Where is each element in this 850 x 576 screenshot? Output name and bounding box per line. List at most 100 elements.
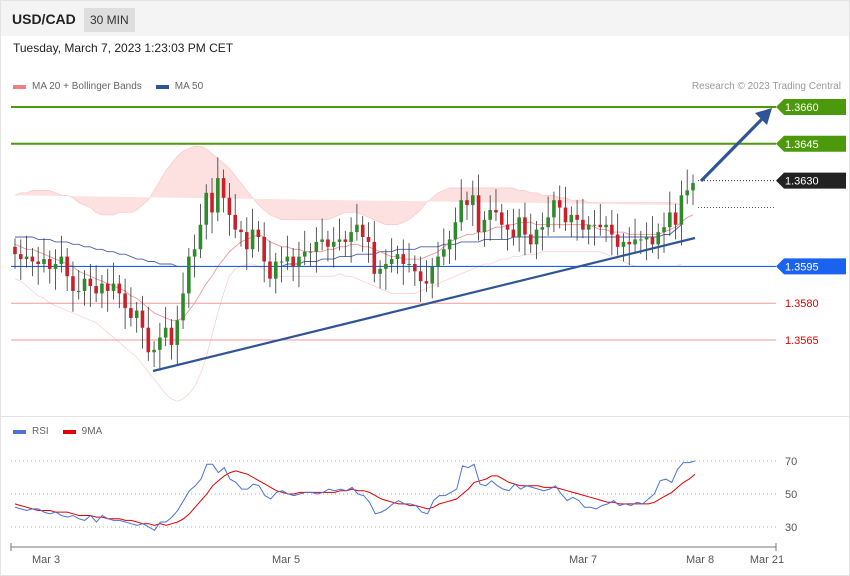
- candle-body: [42, 259, 46, 264]
- candle: [610, 210, 614, 256]
- candle: [436, 241, 440, 288]
- candle-body: [673, 212, 678, 225]
- candle: [476, 174, 481, 241]
- header-bar: USD/CAD 30 MIN: [1, 1, 849, 36]
- candle: [563, 186, 568, 231]
- level-tag-2: [776, 172, 846, 189]
- candle: [210, 178, 214, 234]
- candle: [482, 211, 487, 247]
- bollinger-lower-line: [14, 251, 682, 402]
- candle-body: [604, 224, 608, 228]
- candle: [65, 248, 69, 291]
- candle: [47, 250, 52, 284]
- candle-body: [662, 227, 666, 233]
- candle-body: [53, 263, 58, 269]
- candle-body: [24, 256, 29, 260]
- candle-body: [297, 256, 301, 267]
- candle: [546, 196, 550, 236]
- candle: [378, 260, 382, 289]
- candle: [505, 210, 510, 251]
- candle-body: [633, 239, 637, 245]
- candle: [511, 208, 516, 246]
- candle-body: [13, 246, 17, 255]
- candle: [557, 185, 562, 229]
- candle: [418, 256, 423, 302]
- candle-body: [227, 197, 232, 215]
- x-axis-label: Mar 3: [32, 554, 60, 566]
- candle-body: [615, 234, 620, 247]
- rsi-line: [14, 460, 696, 531]
- candle-body: [308, 251, 313, 253]
- candle: [459, 179, 464, 231]
- candle-body: [552, 200, 556, 218]
- candle: [71, 261, 75, 312]
- main-legend: MA 20 + Bollinger Bands MA 50: [13, 81, 203, 92]
- candle-body: [691, 183, 695, 191]
- support-trendline: [152, 236, 696, 373]
- candle-body: [30, 256, 35, 262]
- legend-label-9ma: 9MA: [81, 426, 103, 437]
- candle: [18, 239, 23, 280]
- bollinger-upper-line: [14, 145, 682, 225]
- candle: [540, 212, 545, 251]
- candle: [523, 202, 527, 256]
- level-label-3: 1.3595: [785, 261, 819, 273]
- candle: [88, 263, 93, 307]
- level-tag-3: [776, 258, 846, 275]
- candle: [100, 275, 104, 309]
- candle: [297, 241, 301, 288]
- candle: [279, 246, 284, 283]
- candle-body: [586, 224, 591, 230]
- candle: [273, 252, 278, 294]
- candle: [233, 194, 238, 239]
- candle: [343, 230, 348, 257]
- candle-body: [221, 178, 226, 198]
- candle: [111, 262, 116, 300]
- candle: [494, 189, 498, 222]
- candle: [465, 191, 469, 220]
- candle-body: [117, 283, 122, 294]
- candle-body: [343, 239, 348, 242]
- candle: [42, 238, 46, 273]
- candle-body: [349, 232, 353, 242]
- candle: [158, 322, 162, 371]
- candle-body: [140, 310, 145, 328]
- candle: [569, 206, 574, 237]
- candle: [650, 216, 655, 253]
- candle: [308, 243, 313, 267]
- candle-body: [499, 212, 504, 225]
- candle: [668, 191, 672, 236]
- candle-body: [204, 192, 209, 225]
- candle-body: [326, 239, 330, 247]
- candle: [13, 238, 17, 269]
- candle-body: [447, 239, 452, 250]
- candle: [169, 319, 174, 360]
- candle: [627, 227, 632, 266]
- candle-body: [413, 263, 417, 272]
- legend-label-ma20: MA 20 + Bollinger Bands: [32, 81, 142, 92]
- candle: [76, 270, 81, 300]
- candle: [604, 216, 608, 242]
- candle: [528, 213, 533, 253]
- candle-body: [685, 190, 690, 196]
- candle-body: [540, 227, 545, 230]
- candle-body: [384, 263, 388, 269]
- candle-body: [592, 224, 597, 226]
- candle: [302, 230, 307, 266]
- candle: [250, 208, 255, 258]
- candle-body: [482, 219, 487, 233]
- candle-body: [528, 234, 533, 245]
- candle: [256, 221, 261, 252]
- candle: [407, 243, 411, 273]
- candle: [430, 257, 435, 299]
- timeframe-badge[interactable]: 30 MIN: [84, 8, 135, 32]
- candle-body: [302, 251, 307, 257]
- candle: [30, 248, 35, 277]
- ma50-line: [15, 224, 682, 267]
- candle-body: [418, 271, 423, 282]
- candle-body: [650, 236, 655, 245]
- candle-body: [378, 268, 382, 274]
- candle: [673, 203, 678, 240]
- candle-body: [505, 224, 510, 230]
- candle-body: [129, 308, 133, 318]
